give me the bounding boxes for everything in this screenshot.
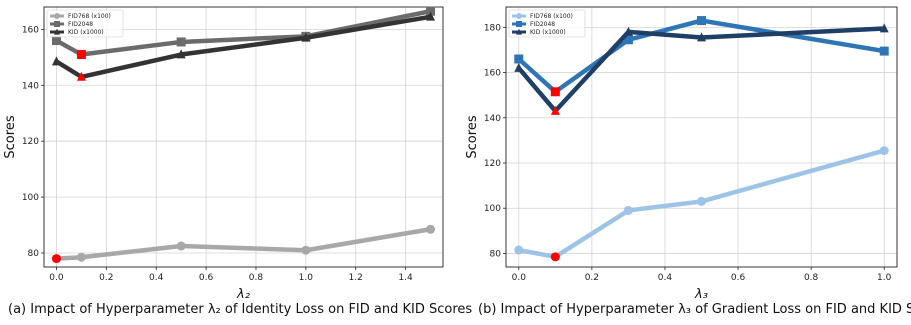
x-tick-label: 0.4 bbox=[149, 273, 164, 283]
plot-area bbox=[506, 7, 897, 267]
y-tick-label: 140 bbox=[22, 81, 39, 91]
x-tick-label: 0.6 bbox=[199, 273, 214, 283]
x-tick-label: 0.2 bbox=[585, 273, 599, 283]
data-point bbox=[623, 35, 633, 45]
data-point bbox=[697, 16, 706, 26]
data-point bbox=[426, 11, 436, 21]
legend-box bbox=[508, 9, 586, 38]
data-point bbox=[426, 224, 436, 234]
plot-frame bbox=[505, 6, 898, 268]
data-point bbox=[697, 196, 706, 206]
data-point bbox=[514, 245, 524, 255]
data-point bbox=[623, 26, 633, 36]
highlight-point bbox=[550, 105, 560, 115]
y-tick-label: 140 bbox=[484, 114, 501, 124]
data-point bbox=[301, 245, 311, 255]
x-tick-label: 0.2 bbox=[99, 273, 113, 283]
y-tick-label: 120 bbox=[484, 159, 501, 169]
highlight-point bbox=[550, 252, 560, 262]
highlight-point bbox=[76, 50, 86, 60]
data-point bbox=[176, 37, 186, 47]
legend-label: FID768 (x100) bbox=[530, 13, 573, 20]
legend-label: FID2048 bbox=[530, 21, 555, 28]
data-point bbox=[51, 56, 61, 66]
x-axis-label: λ₃ bbox=[694, 287, 708, 302]
legend-marker bbox=[516, 21, 522, 27]
x-tick-label: 1.4 bbox=[398, 273, 413, 283]
y-axis-label: Scores bbox=[3, 115, 18, 158]
data-point bbox=[879, 46, 889, 56]
x-tick-label: 1.2 bbox=[349, 273, 363, 283]
y-tick-label: 100 bbox=[484, 204, 501, 214]
y-tick-label: 160 bbox=[22, 25, 39, 35]
data-point bbox=[176, 241, 186, 251]
legend-label: KID (x1000) bbox=[530, 29, 566, 36]
data-point bbox=[879, 23, 889, 33]
data-point bbox=[426, 6, 436, 16]
legend-marker bbox=[54, 21, 60, 27]
caption-b: (b) Impact of Hyperparameter λ₃ of Gradi… bbox=[478, 302, 911, 317]
y-tick-label: 80 bbox=[28, 249, 40, 259]
x-tick-label: 0.8 bbox=[804, 273, 819, 283]
x-axis-label: λ₂ bbox=[236, 287, 250, 302]
x-tick-label: 0.0 bbox=[512, 273, 527, 283]
y-tick-label: 100 bbox=[22, 193, 39, 203]
y-tick-label: 120 bbox=[22, 137, 39, 147]
data-point bbox=[514, 62, 524, 72]
x-tick-label: 0.6 bbox=[731, 273, 746, 283]
plot-frame bbox=[43, 6, 444, 268]
x-tick-label: 1.0 bbox=[299, 273, 314, 283]
x-tick-label: 0.8 bbox=[249, 273, 264, 283]
y-tick-label: 180 bbox=[484, 23, 501, 33]
legend-marker bbox=[516, 13, 522, 19]
y-axis-label: Scores bbox=[465, 115, 480, 158]
legend-label: FID2048 bbox=[68, 21, 93, 28]
y-tick-label: 80 bbox=[490, 249, 502, 259]
data-point bbox=[623, 205, 633, 215]
highlight-point bbox=[51, 254, 61, 264]
caption-a: (a) Impact of Hyperparameter λ₂ of Ident… bbox=[8, 302, 473, 317]
x-tick-label: 0.0 bbox=[49, 273, 64, 283]
legend-label: FID768 (x100) bbox=[68, 13, 111, 20]
data-point bbox=[176, 49, 186, 59]
legend-label: KID (x1000) bbox=[68, 29, 104, 36]
x-tick-label: 0.4 bbox=[658, 273, 673, 283]
data-point bbox=[301, 32, 311, 42]
y-tick-label: 160 bbox=[484, 69, 501, 79]
legend-marker bbox=[54, 28, 60, 35]
data-point bbox=[76, 252, 86, 262]
highlight-point bbox=[76, 71, 86, 81]
data-point bbox=[514, 54, 524, 64]
legend-marker bbox=[516, 28, 522, 35]
legend-marker bbox=[54, 13, 60, 19]
data-point bbox=[879, 146, 889, 156]
x-tick-label: 1.0 bbox=[877, 273, 892, 283]
legend-box bbox=[46, 9, 124, 38]
highlight-point bbox=[550, 87, 560, 97]
chart-b: 0.0 0.2 0.4 0.6 0.8 1.0 80 100 120 140 160 180 λ₃ Sco… bbox=[465, 6, 898, 302]
chart-a: 0.0 0.2 0.4 0.6 0.8 1.0 1.2 1.4 80 100 120 140 160 λ₂… bbox=[3, 6, 444, 302]
data-point bbox=[697, 32, 706, 42]
data-point bbox=[51, 36, 61, 46]
